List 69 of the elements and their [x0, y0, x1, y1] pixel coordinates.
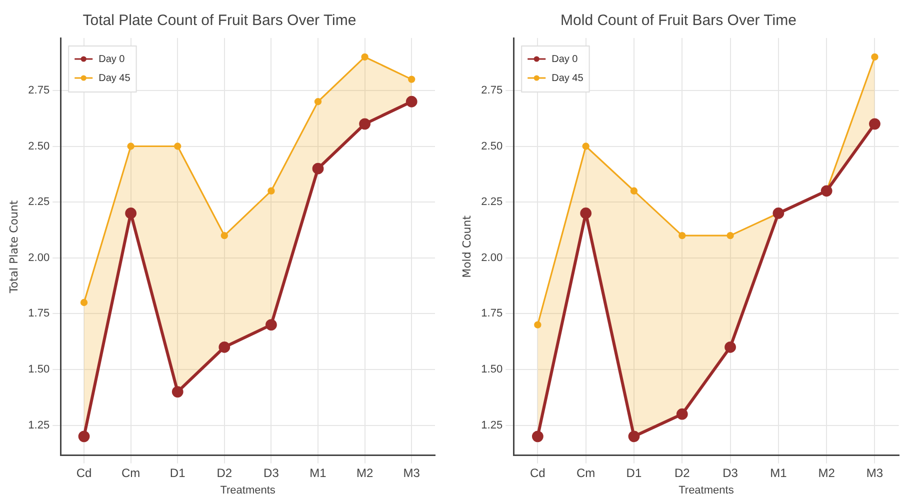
chart-title: Mold Count of Fruit Bars Over Time: [560, 12, 796, 30]
point: [172, 386, 184, 398]
point: [127, 142, 134, 150]
y-tick-label: 2.75: [28, 84, 50, 96]
point: [266, 319, 277, 331]
x-tick-label: M3: [403, 466, 420, 480]
point: [678, 232, 686, 240]
x-axis-title: Treatments: [220, 484, 276, 496]
point: [628, 430, 640, 442]
y-tick-label: 2.50: [28, 140, 50, 152]
point: [314, 98, 322, 106]
x-tick-label: M2: [356, 466, 374, 480]
point: [361, 53, 368, 61]
point: [630, 187, 638, 194]
x-tick-label: D2: [216, 466, 232, 480]
legend-label: Day 45: [552, 72, 584, 84]
y-tick-label: 1.75: [28, 308, 50, 320]
chart-title: Total Plate Count of Fruit Bars Over Time: [82, 12, 356, 30]
x-tick-label: D3: [722, 466, 738, 480]
x-tick-label: D1: [170, 466, 186, 480]
x-tick-label: D1: [626, 466, 642, 480]
x-tick-label: D3: [264, 466, 280, 480]
point: [268, 187, 275, 194]
point: [359, 118, 370, 130]
y-tick-label: 2.00: [28, 252, 50, 264]
point: [80, 298, 88, 306]
y-tick-label: 1.25: [28, 419, 50, 432]
legend-label: Day 45: [98, 72, 131, 84]
point: [534, 321, 542, 328]
point: [871, 53, 878, 61]
point: [78, 430, 90, 442]
y-tick-label: 2.50: [481, 140, 503, 152]
legend-label: Day 0: [98, 54, 126, 65]
point: [724, 341, 736, 353]
y-tick-label: 1.50: [481, 363, 503, 376]
point: [869, 118, 880, 130]
point: [582, 142, 590, 150]
y-tick-label: 2.00: [481, 252, 503, 264]
x-tick-label: Cd: [76, 466, 92, 480]
point: [218, 341, 230, 353]
x-tick-label: Cd: [530, 466, 546, 480]
x-tick-label: D2: [674, 466, 690, 480]
point: [220, 232, 228, 240]
point: [408, 76, 416, 83]
point: [312, 162, 324, 174]
y-tick-label: 2.75: [481, 84, 503, 96]
y-tick-label: 1.50: [28, 363, 50, 376]
point: [532, 430, 544, 442]
x-tick-label: M2: [818, 466, 836, 480]
point: [580, 208, 592, 219]
y-tick-label: 1.25: [481, 419, 503, 432]
x-axis-title: Treatments: [678, 484, 734, 496]
point: [125, 208, 137, 219]
y-tick-label: 2.25: [28, 196, 50, 208]
point: [820, 185, 832, 197]
y-tick-label: 2.25: [481, 196, 503, 208]
x-tick-label: M1: [770, 466, 788, 480]
y-axis-title: Total Plate Count: [7, 200, 20, 294]
y-axis-title: Mold Count: [460, 214, 474, 278]
point: [676, 408, 688, 420]
x-tick-label: M1: [310, 466, 327, 480]
legend-label: Day 0: [552, 54, 578, 65]
x-tick-label: M3: [866, 466, 884, 480]
point: [726, 232, 734, 240]
y-tick-label: 1.75: [481, 308, 503, 320]
x-tick-label: Cm: [576, 466, 596, 480]
x-tick-label: Cm: [121, 466, 140, 480]
point: [174, 142, 182, 150]
point: [406, 96, 418, 108]
